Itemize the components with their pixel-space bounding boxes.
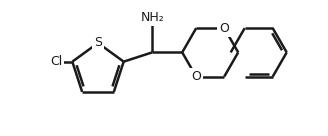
Text: O: O	[219, 22, 229, 35]
Text: S: S	[94, 36, 102, 50]
Text: O: O	[191, 70, 201, 83]
Text: Cl: Cl	[50, 55, 62, 68]
Text: NH₂: NH₂	[140, 11, 164, 24]
